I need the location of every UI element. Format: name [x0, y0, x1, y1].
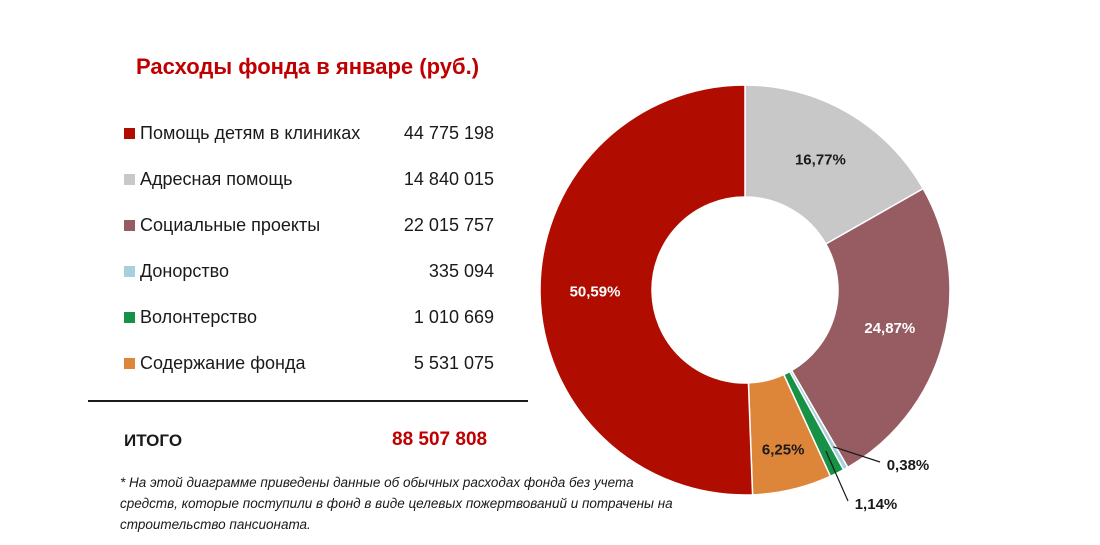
legend-item: Социальные проекты 22 015 757 [120, 212, 500, 258]
data-label: 50,59% [570, 284, 621, 301]
leader-line [825, 450, 849, 502]
legend-swatch [124, 266, 135, 277]
legend-swatch [124, 174, 135, 185]
data-label: 0,38% [887, 457, 930, 474]
legend-value: 22 015 757 [403, 215, 494, 235]
total-label: ИТОГО [124, 431, 183, 450]
data-label: 1,14% [855, 496, 898, 513]
legend-swatch [124, 220, 135, 231]
legend-label: Социальные проекты [140, 215, 321, 235]
legend-swatch [124, 128, 135, 139]
legend-swatch [124, 358, 135, 369]
donut-slice [539, 84, 754, 496]
legend-swatch [124, 312, 135, 323]
legend-value: 14 840 015 [403, 169, 494, 189]
legend-value: 5 531 075 [413, 353, 494, 373]
legend-value: 44 775 198 [403, 123, 494, 143]
data-label: 6,25% [762, 441, 805, 458]
legend-label: Содержание фонда [140, 353, 306, 373]
data-label: 16,77% [795, 151, 846, 168]
legend-value: 1 010 669 [413, 307, 494, 327]
divider [88, 400, 528, 402]
data-label: 24,87% [864, 320, 915, 337]
footnote: * На этой диаграмме приведены данные об … [120, 475, 673, 532]
donut-slice [744, 84, 925, 246]
legend-item: Содержание фонда 5 531 075 [120, 350, 500, 396]
legend: Помощь детям в клиниках 44 775 198 Адрес… [120, 120, 500, 396]
legend-item: Помощь детям в клиниках 44 775 198 [120, 120, 500, 166]
donut-slice [790, 187, 951, 469]
chart-title: Расходы фонда в январе (руб.) [136, 54, 480, 79]
legend-label: Донорство [140, 261, 229, 281]
legend-item: Волонтерство 1 010 669 [120, 304, 500, 350]
legend-item: Донорство 335 094 [120, 258, 500, 304]
total-value: 88 507 808 [392, 429, 488, 450]
legend-label: Помощь детям в клиниках [140, 123, 361, 143]
legend-label: Волонтерство [140, 307, 257, 327]
legend-item: Адресная помощь 14 840 015 [120, 166, 500, 212]
leader-line [833, 446, 881, 463]
legend-value: 335 094 [428, 261, 494, 281]
legend-label: Адресная помощь [140, 169, 293, 189]
